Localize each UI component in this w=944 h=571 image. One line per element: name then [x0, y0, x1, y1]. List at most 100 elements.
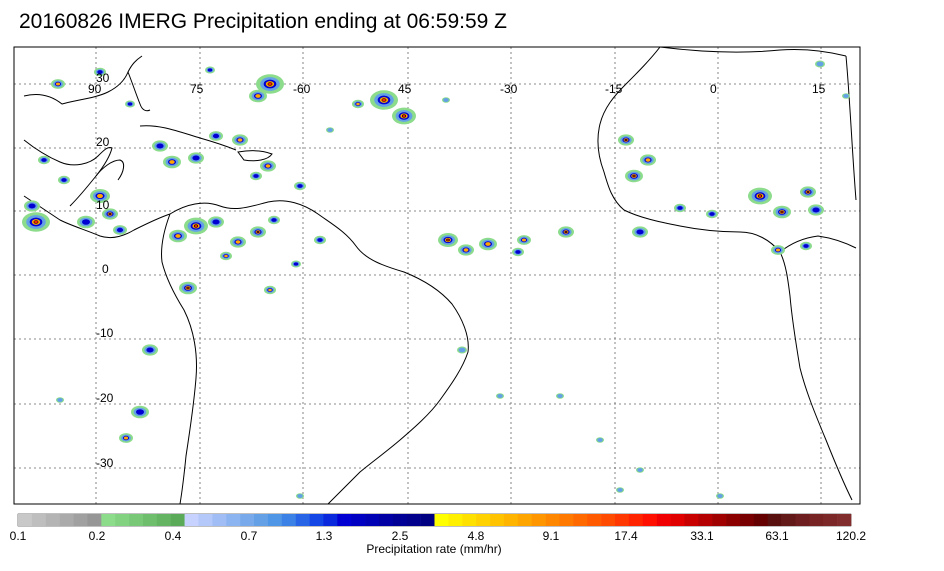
precip-cell: [381, 98, 387, 102]
precip-cell: [677, 206, 683, 210]
colorbar-tick: 9.1: [542, 529, 560, 543]
colorbar-swatch: [365, 514, 380, 526]
colorbar-swatch: [226, 514, 241, 526]
colorbar-tick: 2.5: [391, 529, 409, 543]
precip-cell: [401, 114, 407, 118]
colorbar-swatch: [198, 514, 213, 526]
colorbar-swatch: [254, 514, 269, 526]
lon-label-60: -60: [293, 82, 311, 96]
precip-cell: [235, 240, 241, 244]
map-border: [13, 46, 861, 505]
precip-cell: [816, 61, 824, 67]
precip-cell: [617, 488, 623, 492]
colorbar-swatch: [490, 514, 505, 526]
colorbar-swatch: [684, 514, 699, 526]
colorbar-tick: 0.1: [9, 529, 27, 543]
lat-label-0: 0: [102, 262, 109, 276]
precip-cell: [317, 238, 323, 242]
precip-cell: [297, 494, 303, 498]
coast-central-america: [23, 195, 171, 239]
colorbar-swatch: [781, 514, 796, 526]
precip-cell: [82, 219, 90, 225]
precip-cell: [169, 160, 175, 164]
precip-cell: [463, 248, 469, 252]
colorbar-title: Precipitation rate (mm/hr): [366, 542, 502, 556]
colorbar-swatch: [212, 514, 227, 526]
colorbar-swatch: [809, 514, 824, 526]
precip-cell: [61, 178, 67, 182]
coast-mexico: [23, 139, 113, 207]
colorbar-tick: 33.1: [690, 529, 714, 543]
lon-label-90: 90: [88, 82, 102, 96]
precip-cell: [485, 242, 491, 246]
colorbar-swatch: [573, 514, 588, 526]
colorbar-swatch: [517, 514, 532, 526]
coast-cuba: [139, 125, 237, 151]
lon-label-75: 75: [190, 82, 204, 96]
colorbar-swatches: [18, 514, 852, 526]
precip-cell: [175, 234, 181, 238]
colorbar-swatch: [378, 514, 394, 526]
precip-cell: [156, 143, 164, 149]
precip-cell: [803, 244, 809, 248]
precip-cell: [265, 164, 271, 168]
colorbar-swatch: [531, 514, 546, 526]
colorbar-swatch: [642, 514, 657, 526]
colorbar-tick: 0.7: [240, 529, 258, 543]
precip-cell: [33, 220, 39, 224]
precip-cell: [108, 212, 112, 216]
precip-cell: [757, 194, 763, 198]
precip-cell: [268, 288, 272, 292]
colorbar-swatch: [503, 514, 519, 526]
colorbar-swatch: [420, 514, 435, 526]
colorbar-swatch: [31, 514, 47, 526]
colorbar-swatch: [476, 514, 491, 526]
lat-label-20: 20: [96, 135, 110, 149]
colorbar-swatch: [240, 514, 255, 526]
colorbar-swatch: [726, 514, 741, 526]
precip-cell: [55, 82, 61, 86]
colorbar-swatch: [614, 514, 630, 526]
lon-label-0: 0: [710, 82, 717, 96]
colorbar-swatch: [434, 514, 449, 526]
colorbar-tick: 0.4: [164, 529, 182, 543]
coast-south-america-west: [161, 213, 197, 504]
lat-label-m30: -30: [96, 456, 114, 470]
colorbar-tick: 120.2: [835, 529, 867, 543]
colorbar-swatch: [406, 514, 421, 526]
colorbar-swatch: [184, 514, 199, 526]
lat-label-m10: -10: [96, 326, 114, 340]
precip-cell: [267, 82, 273, 86]
precip-cell: [224, 254, 228, 258]
colorbar-swatch: [73, 514, 88, 526]
colorbar-swatch: [767, 514, 782, 526]
colorbar-swatch: [545, 514, 560, 526]
colorbar-swatch: [142, 514, 158, 526]
precip-cell: [212, 133, 220, 139]
coast-west-africa: [597, 47, 853, 501]
colorbar-swatch: [462, 514, 477, 526]
precip-cell: [843, 94, 849, 98]
precip-cell: [97, 70, 103, 74]
coast-gulf-of-guinea: [779, 235, 857, 253]
precip-cell: [271, 218, 277, 222]
lat-label-30: 30: [96, 71, 110, 85]
colorbar-swatch: [392, 514, 408, 526]
precip-cell: [256, 230, 260, 234]
colorbar-swatch: [670, 514, 685, 526]
precip-cell: [624, 138, 628, 142]
colorbar-swatch: [795, 514, 810, 526]
colorbar-tick: 63.1: [765, 529, 789, 543]
precip-cell: [443, 98, 449, 102]
colorbar-swatch: [87, 514, 102, 526]
coast-east-africa: [845, 55, 857, 201]
lat-label-m20: -20: [96, 391, 114, 405]
colorbar-swatch: [45, 514, 60, 526]
precip-cell: [123, 436, 129, 440]
colorbar-swatch: [309, 514, 324, 526]
coast-mediterranean-africa: [659, 47, 847, 57]
precip-cell: [806, 190, 810, 194]
colorbar-swatch: [837, 514, 852, 526]
coast-yucatan: [95, 159, 125, 181]
